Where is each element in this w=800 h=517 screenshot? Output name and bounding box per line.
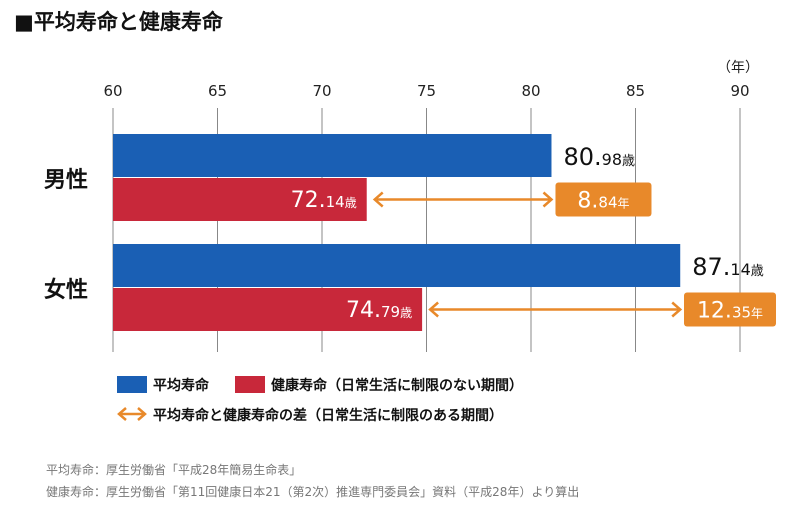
value-label-healthy: 74.79歳 xyxy=(346,298,412,323)
difference-badge xyxy=(684,292,776,327)
footnote-average-source: 平均寿命：厚生労働省「平成28年簡易生命表」 xyxy=(46,463,302,477)
bar-average-1 xyxy=(113,244,681,287)
x-tick-label: 70 xyxy=(312,82,331,100)
axis-unit-label: （年） xyxy=(717,60,759,76)
x-tick-label: 75 xyxy=(417,82,436,100)
x-tick-label: 85 xyxy=(626,82,645,100)
category-label: 男性 xyxy=(44,168,88,193)
bar-average-0 xyxy=(113,134,552,177)
difference-arrow-head-left xyxy=(428,301,439,318)
value-label-difference: 8.84年 xyxy=(577,189,629,214)
legend-swatch-healthy xyxy=(235,376,265,393)
chart-title: ■平均寿命と健康寿命 xyxy=(14,10,223,34)
x-tick-label: 90 xyxy=(730,82,749,100)
value-label-healthy: 72.14歳 xyxy=(291,188,357,213)
difference-arrow-head-left xyxy=(372,191,384,208)
x-tick-label: 60 xyxy=(103,82,122,100)
legend-swatch-average xyxy=(117,376,147,393)
value-label-average: 87.14歳 xyxy=(692,253,764,281)
legend-label-average: 平均寿命 xyxy=(153,377,210,394)
legend-arrow-icon xyxy=(117,407,147,421)
bar-healthy-0 xyxy=(113,178,367,221)
category-label: 女性 xyxy=(44,277,88,303)
difference-arrow-head-right xyxy=(671,301,683,318)
x-tick-label: 65 xyxy=(208,82,227,100)
legend-label-healthy: 健康寿命（日常生活に制限のない期間） xyxy=(271,377,523,394)
value-label-average: 80.98歳 xyxy=(563,143,635,171)
legend-label-difference: 平均寿命と健康寿命の差（日常生活に制限のある期間） xyxy=(153,407,503,424)
bar-healthy-1 xyxy=(113,288,423,331)
difference-arrow-head-right xyxy=(542,191,554,208)
difference-badge xyxy=(555,182,652,217)
x-tick-label: 80 xyxy=(521,82,540,100)
value-label-difference: 12.35年 xyxy=(697,299,763,324)
footnote-healthy-source: 健康寿命：厚生労働省「第11回健康日本21（第2次）推進専門委員会」資料（平成2… xyxy=(46,485,580,499)
